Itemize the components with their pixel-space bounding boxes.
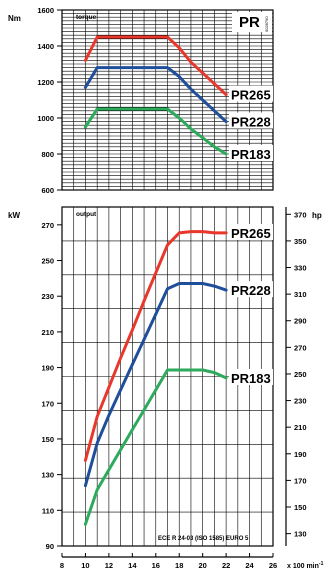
- y2-tick-label: 290: [294, 317, 307, 326]
- y2-tick-label: 270: [294, 343, 307, 352]
- corner-label-box: [232, 12, 272, 32]
- x-tick-label: 18: [175, 561, 183, 570]
- series-layer: [83, 35, 273, 526]
- series-label-backdrop: [229, 223, 273, 240]
- x-tick-label: 20: [198, 561, 206, 570]
- y2-tick-label: 190: [294, 450, 307, 459]
- x-tick-label: 22: [222, 561, 230, 570]
- y2-tick-label: 170: [294, 476, 307, 485]
- series-line-pr265: [83, 230, 228, 462]
- x-axis-unit-label: x 100 min-1: [287, 561, 324, 570]
- series-label-pr228: PR228: [231, 283, 271, 298]
- x-tick-label: 12: [105, 561, 113, 570]
- series-label-backdrop: [229, 368, 273, 385]
- y-tick-label: 600: [41, 186, 54, 195]
- chart-title: torque: [76, 14, 97, 21]
- y-tick-label: 1200: [37, 78, 54, 87]
- series-label-pr183: PR183: [231, 371, 271, 386]
- series-label-pr265: PR265: [231, 88, 271, 103]
- series-label-backdrop: [229, 112, 273, 129]
- y2-tick-label: 350: [294, 237, 307, 246]
- series-label-pr183: PR183: [231, 147, 271, 162]
- y-tick-label: 90: [46, 542, 54, 551]
- corner-label: PR: [239, 14, 260, 31]
- x-tick-label: 24: [245, 561, 254, 570]
- y-axis-unit-label: Nm: [8, 14, 21, 23]
- chart-title: output: [76, 211, 97, 218]
- series-label-pr265: PR265: [231, 226, 271, 241]
- x-tick-label: 14: [128, 561, 137, 570]
- y2-tick-label: 310: [294, 290, 307, 299]
- series-label-pr228: PR228: [231, 115, 271, 130]
- y2-tick-label: 230: [294, 397, 307, 406]
- y-tick-label: 800: [41, 150, 54, 159]
- y-axis-unit-label: kW: [8, 211, 20, 220]
- series-label-backdrop: [229, 85, 273, 102]
- series-line-pr265: [83, 35, 228, 97]
- x-tick-label: 10: [81, 561, 89, 570]
- y-tick-label: 130: [41, 471, 54, 480]
- y-tick-label: 270: [41, 221, 54, 230]
- y2-axis-unit-label: hp: [312, 211, 322, 220]
- series-line-pr228: [83, 282, 228, 488]
- y-tick-label: 170: [41, 399, 54, 408]
- y2-tick-label: 330: [294, 264, 307, 273]
- document-code-label: 0028790: [264, 16, 269, 32]
- x-tick-label: 8: [60, 561, 64, 570]
- series-line-pr183: [83, 368, 228, 526]
- y-tick-label: 150: [41, 435, 54, 444]
- grid-layer: [57, 9, 291, 558]
- series-label-backdrop: [229, 281, 273, 298]
- y2-tick-label: 150: [294, 503, 307, 512]
- y2-tick-label: 250: [294, 370, 307, 379]
- x-tick-label: 26: [269, 561, 277, 570]
- y-tick-label: 230: [41, 292, 54, 301]
- y2-tick-label: 130: [294, 530, 307, 539]
- series-line-pr183: [83, 107, 228, 156]
- y-tick-label: 250: [41, 257, 54, 266]
- y-tick-label: 1600: [37, 6, 54, 15]
- y-tick-label: 110: [42, 506, 54, 515]
- series-label-backdrop: [229, 145, 273, 161]
- y-tick-label: 1400: [37, 42, 54, 51]
- y-tick-label: 190: [41, 364, 54, 373]
- standard-annotation: ECE R 24-03 (ISO 1585) EURO 5: [158, 536, 249, 542]
- x-tick-label: 16: [152, 561, 160, 570]
- y2-tick-label: 370: [294, 210, 307, 219]
- y-tick-label: 1000: [37, 114, 54, 123]
- y2-tick-label: 210: [294, 423, 307, 432]
- y-tick-label: 210: [41, 328, 54, 337]
- series-line-pr228: [83, 66, 228, 124]
